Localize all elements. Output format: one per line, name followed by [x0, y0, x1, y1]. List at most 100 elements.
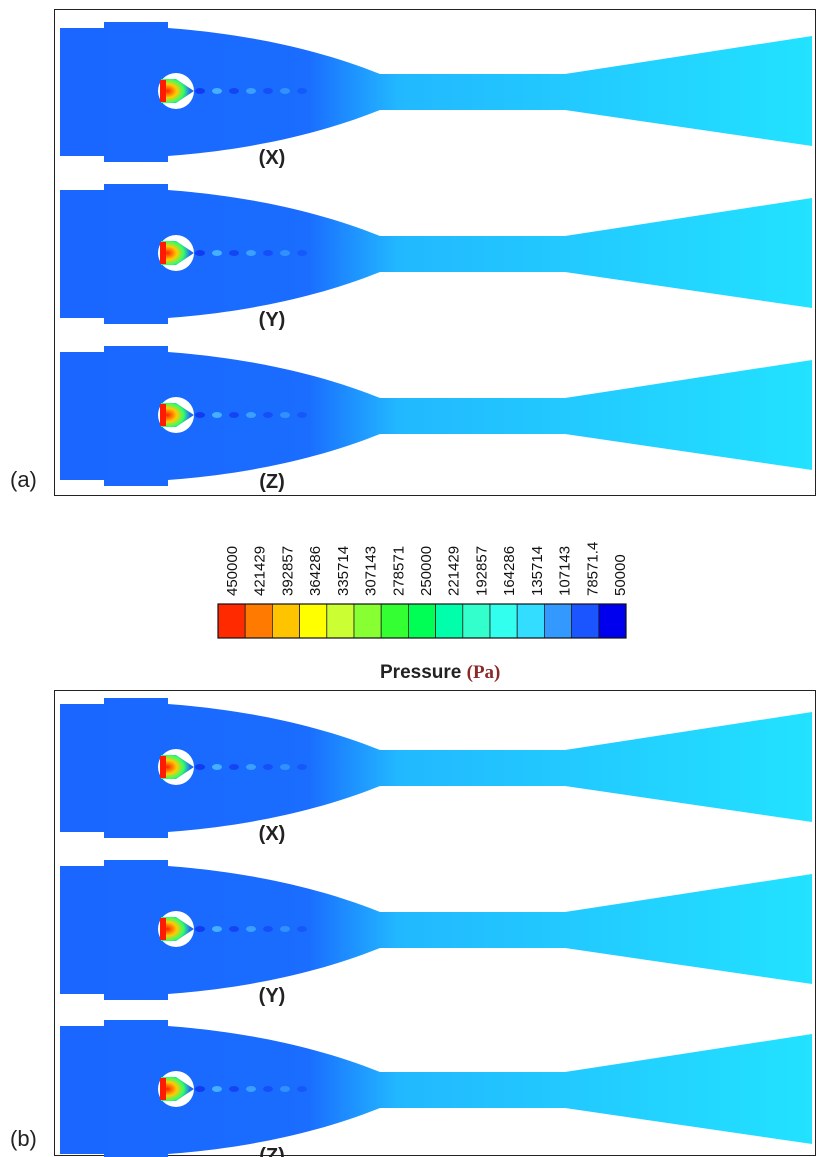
- shock-cell: [195, 764, 205, 770]
- shock-cell: [280, 1086, 290, 1092]
- colorbar-tick-label: 107143: [557, 546, 574, 596]
- nozzle-jet: [161, 403, 194, 427]
- flow-domain: [60, 184, 812, 324]
- colorbar-tick-label: 135714: [529, 546, 546, 596]
- shock-cell: [212, 764, 222, 770]
- shock-cell: [246, 88, 256, 94]
- shock-cell: [212, 250, 222, 256]
- shock-cell: [263, 88, 273, 94]
- colorbar-tick-label: 335714: [335, 546, 352, 596]
- ejector-case: (Z): [60, 346, 812, 493]
- colorbar-tick-label: 450000: [224, 546, 241, 596]
- colorbar-segment: [407, 603, 436, 639]
- nozzle-exit-hot: [160, 1078, 166, 1100]
- shock-cell: [297, 764, 307, 770]
- colorbar-segment: [435, 603, 464, 639]
- colorbar-segment: [544, 603, 573, 639]
- colorbar-tick-label: 278571: [390, 546, 407, 596]
- shock-cell: [280, 250, 290, 256]
- flow-domain: [60, 22, 812, 162]
- colorbar-segment: [489, 603, 518, 639]
- shock-cell: [229, 88, 239, 94]
- colorbar-segment: [299, 603, 328, 639]
- shock-cell: [229, 926, 239, 932]
- case-label: (Z): [259, 1145, 285, 1157]
- shock-cell: [263, 250, 273, 256]
- shock-cell: [280, 926, 290, 932]
- case-label: (X): [259, 823, 286, 845]
- colorbar-segment: [217, 603, 246, 639]
- shock-cell: [297, 926, 307, 932]
- shock-cell: [246, 250, 256, 256]
- shock-cell: [195, 1086, 205, 1092]
- nozzle-jet: [161, 1077, 194, 1101]
- nozzle-exit-hot: [160, 404, 166, 426]
- shock-cell: [195, 250, 205, 256]
- shock-cell: [297, 1086, 307, 1092]
- shock-cell: [195, 412, 205, 418]
- colorbar-segment: [516, 603, 545, 639]
- colorbar-tick-label: 221429: [446, 546, 463, 596]
- colorbar-tick-label: 421429: [252, 546, 269, 596]
- nozzle-exit-hot: [160, 242, 166, 264]
- case-label: (Z): [259, 471, 285, 493]
- shock-cell: [229, 764, 239, 770]
- colorbar-unit: (Pa): [466, 662, 501, 683]
- shock-cell: [212, 926, 222, 932]
- case-label: (X): [259, 147, 286, 169]
- shock-cell: [297, 250, 307, 256]
- shock-cell: [229, 412, 239, 418]
- shock-cell: [195, 88, 205, 94]
- colorbar-segment: [244, 603, 273, 639]
- shock-cell: [212, 88, 222, 94]
- colorbar-title-text: Pressure: [380, 662, 462, 683]
- colorbar-tick-label: 50000: [612, 554, 629, 596]
- colorbar-segment: [353, 603, 382, 639]
- colorbar-segment: [326, 603, 355, 639]
- shock-cell: [246, 764, 256, 770]
- shock-cell: [195, 926, 205, 932]
- panel-b-label: (b): [10, 1126, 37, 1151]
- ejector-case: (Y): [60, 860, 812, 1007]
- shock-cell: [212, 1086, 222, 1092]
- colorbar-segment: [462, 603, 491, 639]
- colorbar-tick-label: 250000: [418, 546, 435, 596]
- shock-cell: [280, 88, 290, 94]
- nozzle-jet: [161, 917, 194, 941]
- colorbar-segment: [571, 603, 600, 639]
- colorbar-border: [217, 603, 627, 639]
- shock-cell: [280, 412, 290, 418]
- pressure-colorbar: 450000 421429 392857 364286 335714 307143 2785…: [217, 542, 629, 639]
- ejector-case: (Y): [60, 184, 812, 331]
- shock-cell: [246, 412, 256, 418]
- ejector-case: (X): [60, 698, 812, 845]
- flow-domain: [60, 346, 812, 486]
- case-label: (Y): [259, 309, 286, 331]
- colorbar-tick-label: 78571.4: [584, 542, 601, 596]
- shock-cell: [263, 1086, 273, 1092]
- shock-cell: [297, 412, 307, 418]
- ejector-case: (Z): [60, 1020, 812, 1157]
- colorbar-tick-label: 364286: [307, 546, 324, 596]
- shock-cell: [212, 412, 222, 418]
- colorbar-tick-label: 392857: [279, 546, 296, 596]
- shock-cell: [229, 1086, 239, 1092]
- shock-cell: [263, 412, 273, 418]
- colorbar-segment: [598, 603, 627, 639]
- colorbar-title: Pressure (Pa): [380, 662, 500, 684]
- nozzle-exit-hot: [160, 80, 166, 102]
- shock-cell: [297, 88, 307, 94]
- flow-domain: [60, 1020, 812, 1157]
- nozzle-jet: [161, 79, 194, 103]
- panel-a-label: (a): [10, 467, 37, 492]
- flow-domain: [60, 698, 812, 838]
- shock-cell: [263, 764, 273, 770]
- colorbar-tick-label: 192857: [473, 546, 490, 596]
- colorbar-segment: [380, 603, 409, 639]
- shock-cell: [263, 926, 273, 932]
- ejector-case: (X): [60, 22, 812, 169]
- colorbar-tick-label: 164286: [501, 546, 518, 596]
- shock-cell: [280, 764, 290, 770]
- colorbar-tick-label: 307143: [363, 546, 380, 596]
